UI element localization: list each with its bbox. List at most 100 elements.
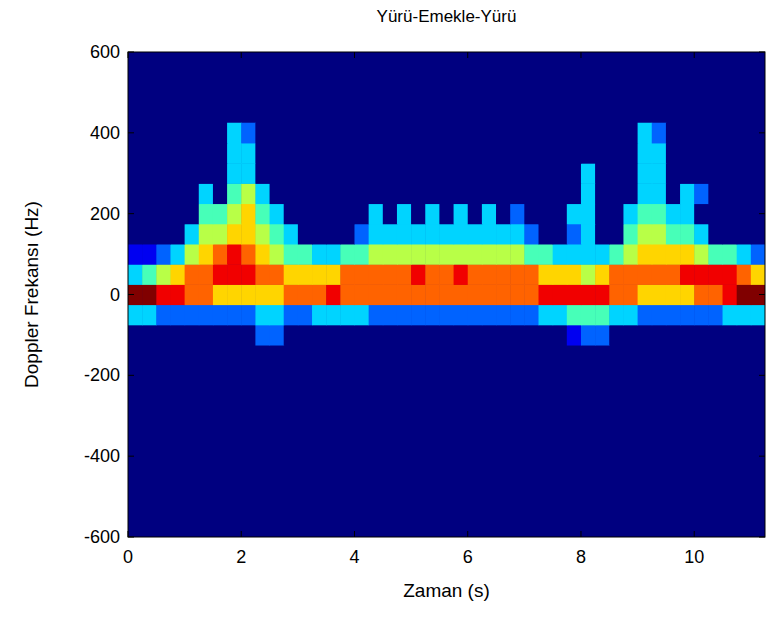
heat-cell — [284, 224, 299, 245]
heat-cell — [708, 305, 723, 326]
heat-cell — [680, 204, 695, 225]
heat-cell — [694, 244, 709, 265]
heat-cell — [397, 284, 412, 305]
heat-cell — [156, 204, 171, 225]
heat-cell — [312, 224, 327, 245]
heat-cell — [680, 224, 695, 245]
heat-cell — [383, 183, 398, 204]
heat-cell — [425, 325, 440, 346]
heat-cell — [411, 244, 426, 265]
y-tick-label: 600 — [90, 42, 120, 62]
y-tick — [128, 456, 134, 457]
heat-cell — [454, 183, 469, 204]
heat-cell — [255, 204, 270, 225]
heat-cell — [213, 204, 228, 225]
heat-cell — [411, 143, 426, 164]
heat-cell — [482, 183, 497, 204]
heat-cell — [369, 325, 384, 346]
plot-frame — [128, 52, 765, 537]
x-tick-label: 4 — [349, 547, 359, 567]
y-tick-label: 200 — [90, 204, 120, 224]
heat-cell — [496, 183, 511, 204]
heat-cell — [652, 305, 667, 326]
heat-cell — [482, 284, 497, 305]
heat-cell — [185, 163, 200, 184]
heat-cell — [383, 305, 398, 326]
heat-cell — [185, 305, 200, 326]
heat-cell — [539, 123, 554, 144]
heat-cell — [128, 244, 143, 265]
heat-cell — [708, 143, 723, 164]
heat-cell — [723, 305, 738, 326]
heat-cell — [680, 143, 695, 164]
heat-cell — [326, 325, 341, 346]
heat-cell — [539, 284, 554, 305]
heat-cell — [496, 204, 511, 225]
heat-cell — [694, 224, 709, 245]
heat-cell — [737, 143, 752, 164]
heat-cell — [567, 143, 582, 164]
heat-cell — [142, 284, 157, 305]
heat-cell — [652, 325, 667, 346]
heat-cell — [496, 244, 511, 265]
heat-cell — [708, 325, 723, 346]
heat-cell — [199, 163, 214, 184]
heat-cell — [510, 204, 525, 225]
heat-cell — [539, 163, 554, 184]
heat-cell — [680, 163, 695, 184]
heat-cell — [468, 264, 483, 285]
heat-cell — [666, 143, 681, 164]
heat-cell — [128, 305, 143, 326]
heat-cell — [439, 143, 454, 164]
heat-cell — [411, 284, 426, 305]
heat-cell — [553, 204, 568, 225]
heat-cell — [199, 284, 214, 305]
heat-cell — [241, 325, 256, 346]
heat-cell — [411, 264, 426, 285]
heat-cell — [638, 204, 653, 225]
x-tick-label: 2 — [236, 547, 246, 567]
heat-cell — [213, 325, 228, 346]
heat-cell — [213, 284, 228, 305]
heat-cell — [595, 204, 610, 225]
heat-cell — [170, 123, 185, 144]
y-tick-label: -200 — [84, 365, 120, 385]
x-tick — [694, 52, 695, 58]
heat-cell — [170, 325, 185, 346]
x-tick-label: 10 — [684, 547, 704, 567]
heat-cell — [369, 224, 384, 245]
heat-cell — [652, 224, 667, 245]
heat-cell — [227, 143, 242, 164]
heat-cell — [354, 183, 369, 204]
heat-cell — [723, 183, 738, 204]
heat-cell — [482, 123, 497, 144]
heat-cell — [723, 123, 738, 144]
heat-cell — [482, 244, 497, 265]
heat-cell — [751, 204, 765, 225]
heat-cell — [340, 183, 355, 204]
heat-cell — [312, 163, 327, 184]
heat-cell — [553, 183, 568, 204]
heat-cell — [284, 123, 299, 144]
y-tick — [759, 294, 765, 295]
heat-cell — [270, 183, 285, 204]
heat-cell — [680, 325, 695, 346]
heat-cell — [567, 123, 582, 144]
heat-cell — [383, 284, 398, 305]
heat-cell — [524, 244, 539, 265]
heat-cell — [623, 264, 638, 285]
heat-cell — [227, 264, 242, 285]
x-tick — [580, 52, 581, 58]
heat-cell — [751, 244, 765, 265]
heat-cell — [751, 224, 765, 245]
heat-cell — [496, 305, 511, 326]
heat-cell — [241, 224, 256, 245]
heat-cell — [468, 123, 483, 144]
heat-cell — [213, 123, 228, 144]
heat-cell — [411, 123, 426, 144]
heat-cell — [142, 123, 157, 144]
heat-cell — [284, 143, 299, 164]
heat-cell — [708, 123, 723, 144]
heat-cell — [737, 123, 752, 144]
heat-cell — [609, 224, 624, 245]
